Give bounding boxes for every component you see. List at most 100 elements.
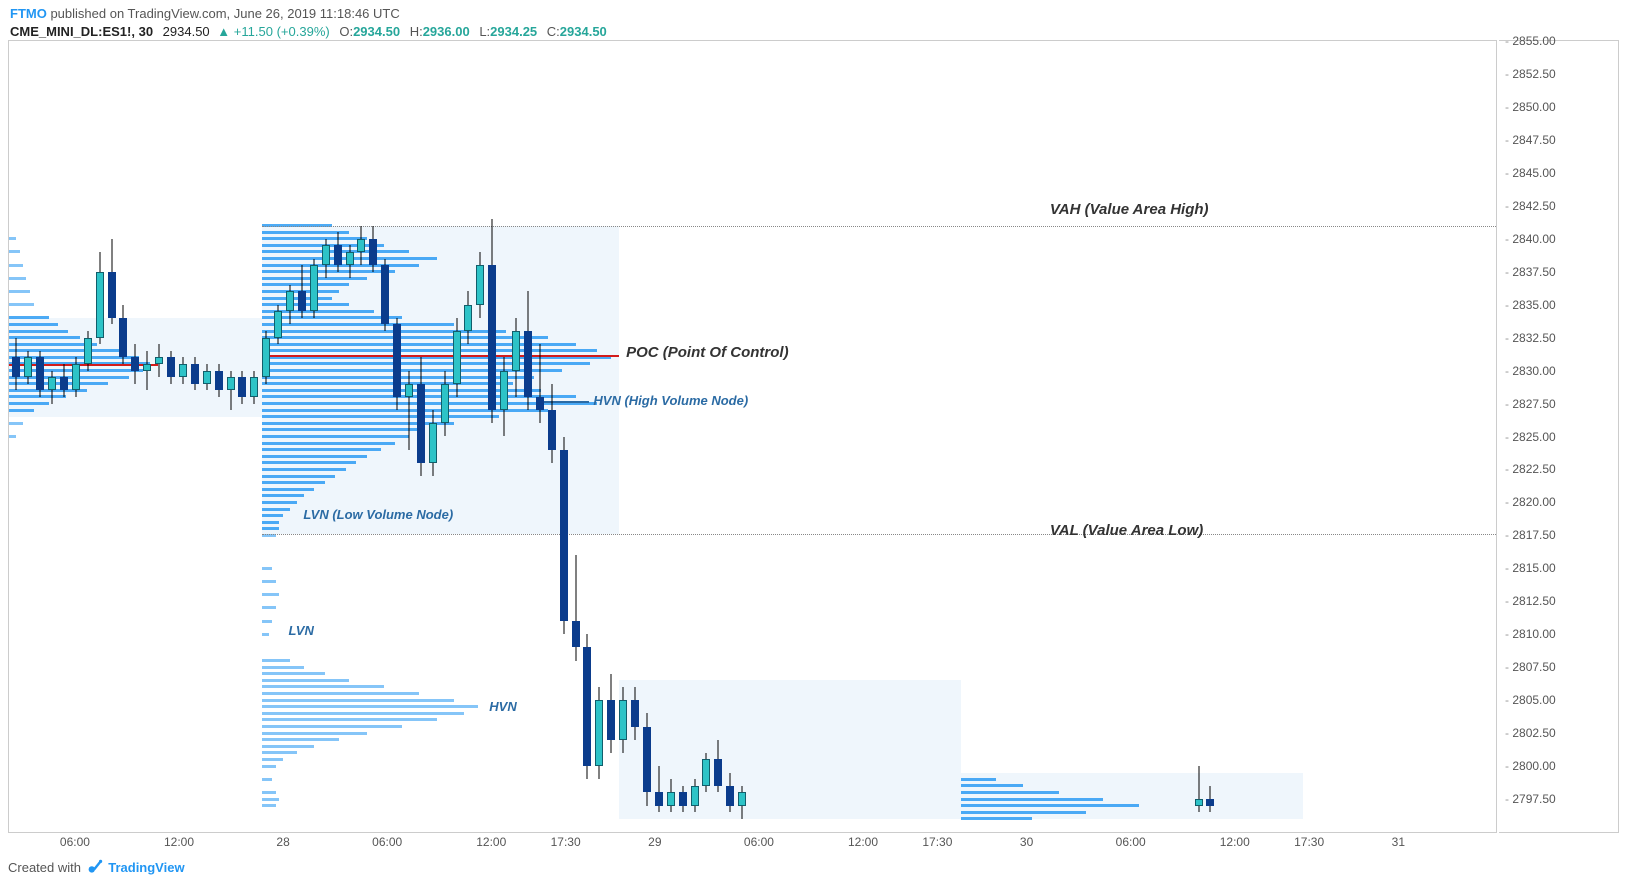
candle[interactable] — [48, 371, 56, 404]
chart-header: FTMO published on TradingView.com, June … — [0, 0, 1627, 41]
x-axis[interactable]: 06:0012:002806:0012:0017:302906:0012:001… — [8, 833, 1497, 853]
candle[interactable] — [191, 357, 199, 390]
y-tick: 2832.50 — [1505, 331, 1556, 345]
candle[interactable] — [179, 357, 187, 383]
candle[interactable] — [96, 252, 104, 344]
candle[interactable] — [298, 265, 306, 318]
candle[interactable] — [84, 331, 92, 371]
candle[interactable] — [131, 344, 139, 384]
tradingview-brand[interactable]: TradingView — [108, 860, 184, 875]
x-tick: 17:30 — [922, 835, 952, 849]
x-tick: 12:00 — [476, 835, 506, 849]
candle[interactable] — [500, 357, 508, 436]
candle[interactable] — [369, 226, 377, 272]
x-tick: 29 — [648, 835, 661, 849]
volume-profile-bar — [9, 402, 49, 405]
candle[interactable] — [119, 305, 127, 364]
candle[interactable] — [24, 351, 32, 384]
volume-profile-bar — [262, 415, 500, 418]
high-value: 2936.00 — [423, 24, 470, 39]
candle[interactable] — [572, 555, 580, 660]
candle[interactable] — [464, 291, 472, 344]
candle[interactable] — [334, 232, 342, 272]
x-tick: 06:00 — [1116, 835, 1146, 849]
candle[interactable] — [143, 351, 151, 391]
candle[interactable] — [655, 766, 663, 812]
candle[interactable] — [453, 318, 461, 397]
volume-profile-bar — [262, 567, 272, 570]
candle[interactable] — [322, 239, 330, 279]
chart-annotation: LVN — [289, 623, 314, 638]
volume-profile-bar — [262, 494, 304, 497]
symbol[interactable]: CME_MINI_DL:ES1!, 30 — [10, 24, 153, 39]
candle[interactable] — [36, 351, 44, 397]
candle[interactable] — [714, 740, 722, 793]
candle[interactable] — [393, 318, 401, 410]
candle[interactable] — [560, 437, 568, 635]
candle[interactable] — [631, 687, 639, 740]
candle[interactable] — [346, 245, 354, 278]
x-tick: 06:00 — [372, 835, 402, 849]
candle[interactable] — [488, 219, 496, 423]
candle[interactable] — [405, 371, 413, 450]
volume-profile-bar — [262, 527, 279, 530]
candle[interactable] — [738, 786, 746, 819]
volume-profile-bar — [961, 784, 1023, 787]
candle[interactable] — [536, 344, 544, 423]
candle[interactable] — [262, 331, 270, 384]
volume-profile-bar — [262, 758, 283, 761]
candle[interactable] — [726, 773, 734, 813]
y-tick: 2802.50 — [1505, 726, 1556, 740]
candle[interactable] — [702, 753, 710, 793]
up-arrow-icon: ▲ — [217, 24, 230, 39]
candle[interactable] — [643, 713, 651, 805]
volume-profile-bar — [262, 666, 304, 669]
volume-profile-bar — [262, 699, 454, 702]
volume-profile-bar — [9, 323, 58, 326]
candle[interactable] — [12, 338, 20, 391]
candle[interactable] — [1206, 786, 1214, 812]
candle[interactable] — [1195, 766, 1203, 812]
candle[interactable] — [310, 259, 318, 318]
candle[interactable] — [512, 318, 520, 397]
candle[interactable] — [227, 371, 235, 411]
candle[interactable] — [167, 351, 175, 384]
candle[interactable] — [286, 285, 294, 325]
candle[interactable] — [417, 357, 425, 476]
publish-info: published on TradingView.com, June 26, 2… — [47, 6, 400, 21]
candle[interactable] — [250, 371, 258, 404]
candle[interactable] — [429, 410, 437, 476]
candle[interactable] — [357, 226, 365, 266]
candle[interactable] — [203, 364, 211, 390]
y-tick: 2817.50 — [1505, 528, 1556, 542]
y-axis[interactable]: 2855.002852.502850.002847.502845.002842.… — [1499, 40, 1619, 833]
candle[interactable] — [274, 305, 282, 345]
candle[interactable] — [691, 779, 699, 812]
candle[interactable] — [476, 252, 484, 318]
candle[interactable] — [679, 786, 687, 812]
candle[interactable] — [667, 779, 675, 812]
candle[interactable] — [583, 634, 591, 779]
candle[interactable] — [524, 291, 532, 410]
candle[interactable] — [215, 364, 223, 397]
candle[interactable] — [60, 364, 68, 397]
candle[interactable] — [238, 371, 246, 404]
volume-profile-bar — [262, 297, 332, 300]
candle[interactable] — [381, 259, 389, 332]
chart-plot-area[interactable]: VAH (Value Area High)POC (Point Of Contr… — [8, 40, 1497, 833]
volume-profile-bar — [961, 811, 1086, 814]
candle[interactable] — [72, 357, 80, 397]
candle[interactable] — [619, 687, 627, 753]
volume-profile-bar — [262, 633, 269, 636]
volume-profile-bar — [961, 804, 1139, 807]
candle[interactable] — [607, 674, 615, 753]
candle[interactable] — [155, 344, 163, 377]
volume-profile-bar — [262, 745, 314, 748]
candle[interactable] — [108, 239, 116, 325]
publisher[interactable]: FTMO — [10, 6, 47, 21]
candle[interactable] — [441, 371, 449, 437]
candle[interactable] — [548, 384, 556, 463]
volume-profile-bar — [262, 659, 290, 662]
candle[interactable] — [595, 687, 603, 779]
volume-profile-bar — [961, 798, 1104, 801]
